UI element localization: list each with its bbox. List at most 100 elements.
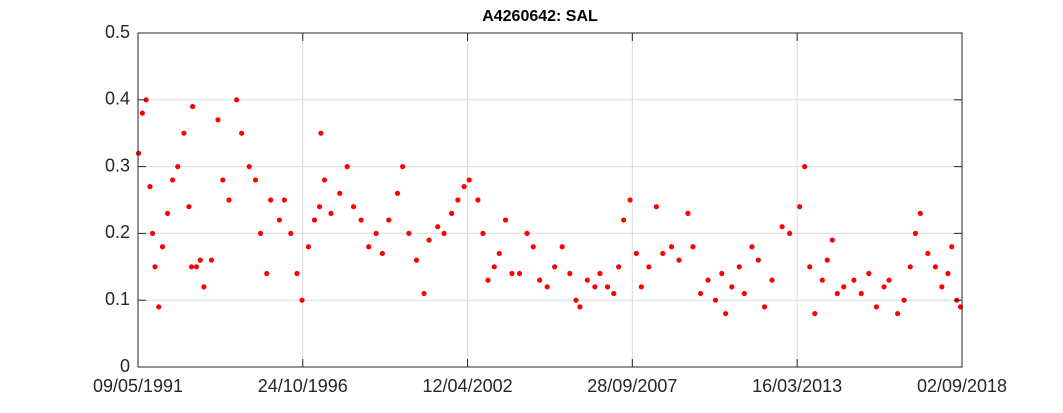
point: [755, 257, 761, 263]
point: [215, 117, 221, 123]
point: [797, 204, 803, 210]
point: [496, 250, 502, 257]
point: [912, 230, 919, 236]
point: [712, 297, 719, 303]
point: [949, 244, 955, 250]
point: [449, 210, 455, 216]
point: [186, 204, 192, 210]
point: [181, 130, 187, 136]
chart-title: A4260642: SAL: [482, 8, 598, 25]
point: [866, 270, 872, 277]
point: [318, 130, 324, 136]
point: [769, 277, 775, 283]
point: [264, 270, 270, 277]
point: [406, 230, 412, 236]
point: [276, 217, 282, 223]
point: [559, 244, 565, 250]
point: [819, 277, 825, 283]
point: [812, 310, 818, 317]
point: [268, 197, 274, 203]
point: [516, 270, 523, 277]
point: [719, 270, 725, 277]
point: [638, 284, 644, 290]
point: [660, 250, 666, 257]
point: [802, 164, 808, 170]
point: [188, 264, 195, 270]
point: [152, 264, 158, 270]
point: [350, 204, 357, 210]
point: [164, 210, 171, 216]
point: [257, 230, 264, 236]
plot-area: [138, 33, 962, 367]
point: [288, 230, 294, 236]
point: [851, 277, 857, 283]
point: [584, 277, 590, 283]
point: [321, 177, 328, 183]
point: [435, 224, 441, 230]
point: [697, 290, 704, 297]
point: [147, 184, 153, 190]
point: [480, 230, 486, 236]
x-tick-label: 12/04/2002: [423, 376, 513, 396]
point: [421, 290, 427, 297]
point: [917, 210, 923, 216]
point: [252, 177, 259, 183]
point: [159, 244, 166, 250]
point: [239, 130, 245, 136]
labels: 0 0.1 0.2 0.3 0.4 0.5 09/05/1991 24/10/1996 12/0…: [93, 22, 1007, 396]
point: [143, 97, 149, 103]
point: [461, 184, 467, 190]
point: [220, 177, 226, 183]
x-tick-label: 02/09/2018: [917, 376, 1007, 396]
point: [881, 284, 887, 290]
point: [386, 217, 392, 223]
point: [328, 210, 334, 216]
point: [426, 237, 432, 243]
point: [573, 297, 579, 303]
point: [316, 204, 323, 210]
point: [175, 164, 181, 170]
axes-box: [137, 32, 963, 368]
point: [824, 257, 830, 263]
point: [524, 230, 530, 236]
point: [201, 284, 207, 290]
point: [787, 230, 793, 236]
point: [945, 270, 951, 277]
point: [729, 284, 735, 290]
point: [311, 217, 318, 223]
point: [305, 244, 312, 250]
point: [723, 310, 729, 317]
point: [749, 244, 755, 250]
point: [552, 264, 558, 270]
point: [616, 264, 622, 270]
y-tick-label: 0.2: [105, 222, 130, 242]
point: [597, 270, 603, 277]
points: [135, 97, 964, 317]
point: [604, 284, 611, 290]
point: [281, 197, 287, 203]
point: [294, 270, 300, 277]
point: [399, 164, 406, 170]
point: [246, 164, 252, 170]
point: [834, 290, 840, 297]
point: [705, 277, 711, 283]
point: [685, 210, 691, 216]
point: [901, 297, 907, 303]
point: [502, 217, 509, 223]
point: [379, 250, 385, 257]
point: [690, 244, 696, 250]
point: [139, 110, 145, 116]
x-tick-label: 09/05/1991: [93, 376, 183, 396]
point: [621, 217, 627, 223]
point: [741, 290, 747, 297]
y-tick-label: 0.3: [105, 155, 130, 175]
point: [627, 197, 633, 203]
point: [886, 277, 892, 283]
point: [873, 304, 880, 310]
point: [858, 290, 864, 297]
point: [676, 257, 682, 263]
y-tick-label: 0: [120, 356, 130, 376]
point: [577, 304, 583, 310]
point: [337, 190, 343, 196]
